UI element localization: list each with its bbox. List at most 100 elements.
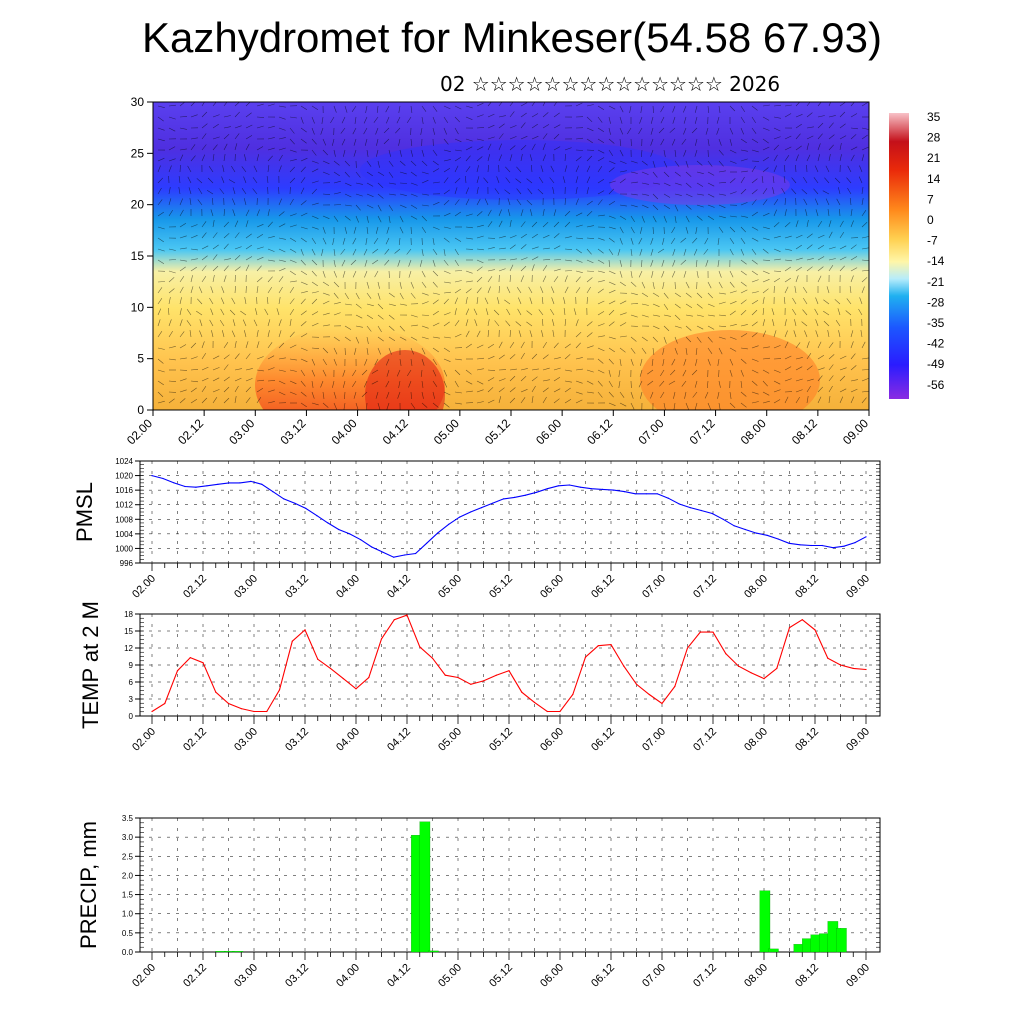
wind-barb bbox=[487, 269, 495, 272]
wind-barb bbox=[199, 319, 203, 327]
x-tick-label: 07.12 bbox=[691, 962, 719, 990]
y-tick-label: 20 bbox=[131, 198, 145, 212]
wind-barb bbox=[396, 369, 401, 377]
wind-barb bbox=[383, 127, 390, 134]
wind-barb bbox=[751, 332, 758, 338]
wind-barb bbox=[465, 187, 469, 195]
wind-barb bbox=[564, 153, 566, 162]
wind-barb bbox=[691, 127, 698, 134]
wind-barb bbox=[465, 105, 473, 109]
wind-barb bbox=[762, 307, 765, 316]
wind-barb bbox=[454, 177, 461, 184]
wind-barb bbox=[639, 369, 643, 377]
wind-barb bbox=[663, 215, 667, 223]
wind-barb bbox=[542, 341, 547, 349]
wind-barb bbox=[542, 221, 549, 228]
wind-barb bbox=[553, 112, 560, 118]
wind-barb bbox=[223, 126, 231, 129]
wind-barb bbox=[223, 221, 230, 228]
wind-barb bbox=[847, 187, 852, 195]
wind-barb bbox=[443, 248, 446, 256]
wind-barb bbox=[586, 200, 593, 206]
wind-barb bbox=[289, 198, 294, 206]
wind-barb bbox=[289, 213, 297, 217]
wind-barb bbox=[157, 211, 164, 217]
wind-barb bbox=[542, 124, 550, 129]
wind-barb bbox=[707, 402, 711, 410]
wind-barb bbox=[784, 197, 786, 206]
wind-barb bbox=[432, 149, 438, 156]
data-point bbox=[482, 680, 485, 682]
data-point bbox=[634, 493, 636, 495]
wind-barb bbox=[542, 234, 550, 239]
wind-barb bbox=[432, 226, 440, 230]
wind-barb bbox=[245, 397, 251, 404]
wind-barb bbox=[861, 341, 866, 349]
wind-barb bbox=[207, 177, 214, 184]
wind-barb bbox=[377, 160, 380, 168]
wind-barb bbox=[410, 160, 417, 167]
wind-barb bbox=[784, 266, 791, 272]
wind-barb bbox=[157, 226, 165, 230]
wind-barb bbox=[773, 127, 781, 132]
wind-barb bbox=[846, 177, 852, 184]
wind-barb bbox=[421, 160, 428, 167]
wind-barb bbox=[232, 319, 236, 327]
wind-barb bbox=[696, 303, 703, 309]
wind-barb bbox=[443, 391, 451, 396]
wind-barb bbox=[586, 345, 594, 349]
wind-barb bbox=[531, 256, 539, 261]
wind-barb bbox=[641, 215, 645, 223]
wind-barb bbox=[784, 259, 793, 262]
wind-barb bbox=[641, 204, 649, 209]
wind-barb bbox=[729, 105, 736, 112]
wind-barb bbox=[344, 226, 347, 234]
wind-barb bbox=[366, 292, 372, 299]
wind-barb bbox=[399, 215, 404, 223]
wind-barb bbox=[751, 178, 758, 184]
wind-barb bbox=[707, 138, 710, 146]
data-point bbox=[195, 486, 197, 488]
wind-barb bbox=[652, 336, 659, 343]
wind-barb bbox=[505, 177, 511, 184]
wind-barb bbox=[311, 311, 319, 316]
wind-barb bbox=[168, 104, 176, 107]
wind-barb bbox=[660, 116, 665, 124]
wind-barb bbox=[168, 158, 176, 162]
wind-barb bbox=[529, 154, 533, 162]
wind-barb bbox=[542, 112, 549, 118]
wind-barb bbox=[344, 215, 351, 221]
wind-barb bbox=[267, 137, 275, 140]
wind-barb bbox=[465, 213, 473, 217]
wind-barb bbox=[586, 277, 593, 283]
wind-barb bbox=[377, 182, 384, 189]
wind-barb bbox=[520, 397, 526, 404]
wind-barb bbox=[256, 125, 264, 129]
wind-barb bbox=[564, 270, 573, 272]
wind-barb bbox=[421, 193, 429, 196]
wind-barb bbox=[740, 149, 748, 152]
precip-bar bbox=[836, 928, 847, 953]
wind-barb bbox=[531, 143, 536, 151]
x-tick-label: 07.12 bbox=[691, 573, 719, 601]
wind-barb bbox=[375, 127, 379, 135]
wind-barb bbox=[364, 259, 368, 267]
wind-barb bbox=[420, 127, 423, 135]
colorbar-label: 7 bbox=[927, 192, 934, 206]
wind-barb bbox=[443, 226, 451, 229]
wind-barb bbox=[245, 102, 251, 107]
wind-barb bbox=[597, 358, 604, 364]
wind-barb bbox=[575, 248, 582, 254]
wind-barb bbox=[586, 104, 594, 107]
wind-barb bbox=[399, 292, 404, 300]
wind-barb bbox=[608, 116, 611, 124]
wind-barb bbox=[773, 235, 781, 239]
wind-barb bbox=[630, 237, 634, 245]
wind-barb bbox=[410, 281, 414, 289]
wind-barb bbox=[507, 198, 511, 206]
wind-barb bbox=[861, 154, 865, 162]
wind-barb bbox=[822, 190, 830, 195]
colorbar-label: -28 bbox=[927, 295, 945, 309]
wind-barb bbox=[551, 286, 555, 294]
